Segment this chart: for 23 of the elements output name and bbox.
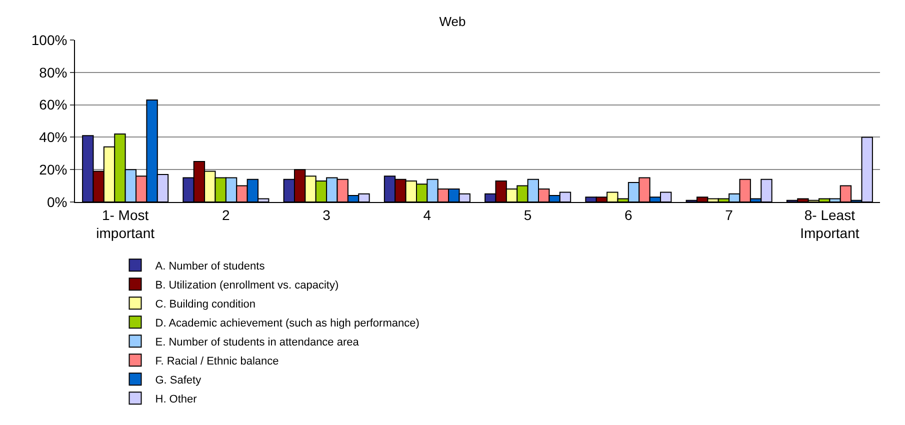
x-tick-label: 2 — [222, 206, 230, 223]
x-tick-label: 7 — [725, 206, 734, 223]
x-tick-label: 1- Most important — [96, 206, 155, 241]
y-tick-label: 40% — [39, 129, 68, 146]
x-tick-label: 8- Least Important — [800, 206, 860, 241]
legend-label: B. Utilization (enrollment vs. capacity) — [155, 279, 339, 292]
y-tick-label: 60% — [39, 96, 68, 113]
y-tick-label: 80% — [39, 64, 68, 80]
legend-label: F. Racial / Ethnic balance — [155, 355, 279, 368]
x-tick-label: 5 — [524, 206, 532, 223]
y-tick-label: 0% — [46, 194, 68, 210]
x-tick-label: 6 — [624, 206, 633, 223]
chart-title: Web — [439, 14, 466, 30]
legend-label: E. Number of students in attendance area — [155, 336, 360, 348]
legend-label: A. Number of students — [155, 260, 266, 272]
legend-label: C. Building condition — [155, 298, 256, 310]
x-tick-label: 3 — [322, 206, 331, 223]
legend-label: D. Academic achievement (such as high performance) — [155, 317, 420, 330]
legend-label: G. Safety — [155, 374, 202, 386]
x-tick-label: 4 — [423, 206, 432, 223]
y-tick-label: 20% — [39, 162, 68, 178]
y-tick-label: 100% — [31, 32, 68, 48]
legend-label: H. Other — [155, 393, 198, 406]
